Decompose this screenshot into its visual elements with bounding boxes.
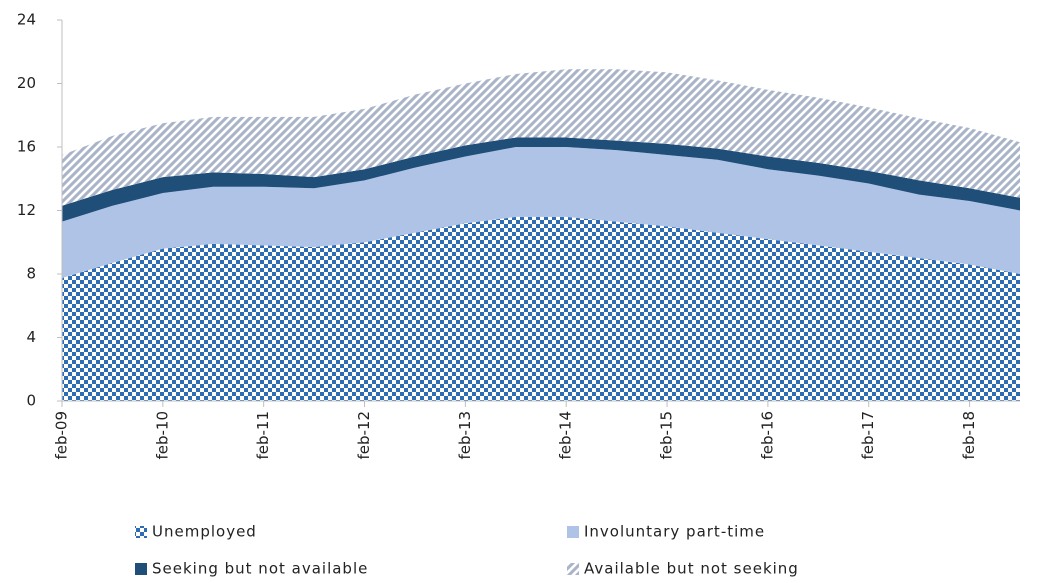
- legend-swatch: [135, 563, 147, 575]
- y-tick-label: 16: [17, 138, 36, 156]
- y-tick-label: 20: [17, 74, 36, 92]
- area: [62, 69, 1020, 206]
- x-tick-label: feb-12: [355, 411, 373, 460]
- legend-label: Seeking but not available: [152, 560, 368, 578]
- legend-swatch: [567, 563, 579, 575]
- y-tick-label: 8: [26, 265, 36, 283]
- legend-label: Available but not seeking: [584, 560, 799, 578]
- legend-label: Involuntary part-time: [584, 523, 765, 541]
- y-tick-label: 4: [26, 328, 36, 346]
- y-tick-label: 12: [17, 201, 36, 219]
- area: [62, 147, 1020, 278]
- x-tick-label: feb-17: [859, 411, 877, 460]
- x-tick-label: feb-10: [153, 411, 171, 460]
- legend-swatch: [135, 526, 147, 538]
- area: [62, 216, 1020, 401]
- x-tick-label: feb-16: [758, 411, 776, 460]
- x-tick-label: feb-09: [53, 411, 71, 460]
- area: [62, 137, 1020, 222]
- legend-label: Unemployed: [152, 523, 257, 541]
- x-tick-label: feb-18: [960, 411, 978, 460]
- y-tick-label: 0: [26, 392, 36, 410]
- x-tick-label: feb-14: [557, 411, 575, 460]
- x-tick-label: feb-13: [456, 411, 474, 460]
- y-tick-label: 24: [17, 11, 36, 29]
- x-tick-label: feb-11: [254, 411, 272, 460]
- x-tick-label: feb-15: [658, 411, 676, 460]
- legend-swatch: [567, 526, 579, 538]
